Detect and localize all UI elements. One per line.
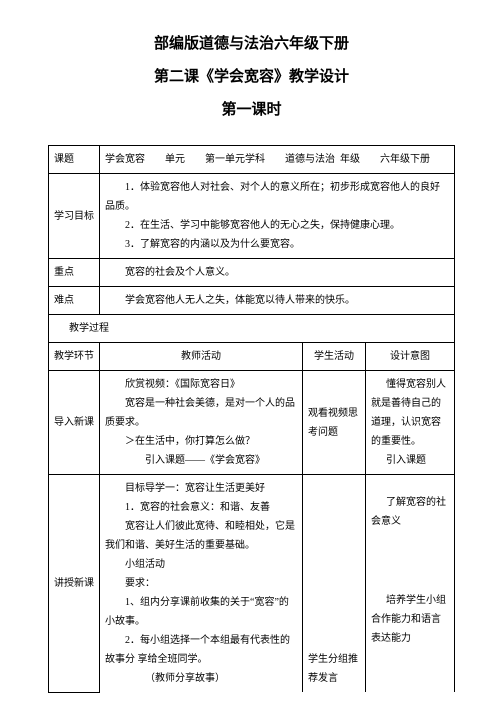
teach-t8: （教师分享故事）	[105, 669, 297, 688]
title-line-3: 第一课时	[48, 94, 455, 127]
title-block: 部编版道德与法治六年级下册 第二课《学会宽容》教学设计 第一课时	[48, 28, 455, 127]
info-cell: 学会宽容 单元 第一单元学科 道德与法治 年级 六年级下册	[100, 146, 455, 174]
teach-t3: 宽容让人们彼此宽待、和睦相处，它是我们和谐、美好生活的重要基础。	[105, 517, 297, 555]
teach-t5: 要求：	[105, 574, 297, 593]
process-label: 教学过程	[49, 315, 455, 343]
teach-row: 讲授新课 目标导学一：宽容让生活更美好 1．宽容的社会意义：和谐、友善 宽容让人…	[49, 475, 455, 693]
intro-segment: 导入新课	[49, 371, 100, 475]
objective-3: 3．了解宽容的内涵以及为什么要宽容。	[105, 235, 449, 254]
document-page: 部编版道德与法治六年级下册 第二课《学会宽容》教学设计 第一课时 课题 学会宽容…	[0, 0, 503, 713]
topic-label: 课题	[49, 146, 100, 174]
intro-design-1: 懂得宽容别人就是善待自己的道理，认识宽容的重要性。	[371, 375, 449, 451]
subject-value: 道德与法治	[285, 154, 335, 165]
teach-t1: 目标导学一：宽容让生活更美好	[105, 479, 297, 498]
objectives-label: 学习目标	[49, 174, 100, 259]
intro-student: 观看视频思考问题	[303, 371, 366, 475]
objectives-row: 学习目标 1．体验宽容他人对社会、对个人的意义所在；初步形成宽容他人的良好品质。…	[49, 174, 455, 259]
intro-teacher: 欣赏视频：《国际宽容日》 宽容是一种社会美德，是对一个人的品质要求。 ＞在生活中…	[100, 371, 303, 475]
teach-student: 学生分组推荐发言	[303, 475, 366, 693]
intro-row: 导入新课 欣赏视频：《国际宽容日》 宽容是一种社会美德，是对一个人的品质要求。 …	[49, 371, 455, 475]
col-teacher: 教师活动	[100, 343, 303, 371]
difficulty-label: 难点	[49, 287, 100, 315]
grade-label: 年级	[340, 154, 360, 165]
topic-value: 学会宽容	[105, 154, 145, 165]
unit-label: 单元	[165, 154, 185, 165]
keypoint-row: 重点 宽容的社会及个人意义。	[49, 259, 455, 287]
info-row: 课题 学会宽容 单元 第一单元学科 道德与法治 年级 六年级下册	[49, 146, 455, 174]
teach-segment: 讲授新课	[49, 475, 100, 693]
teach-t4: 小组活动	[105, 555, 297, 574]
subject-label: 学科	[245, 154, 265, 165]
intro-t2: 宽容是一种社会美德，是对一个人的品质要求。	[105, 394, 297, 432]
title-line-2: 第二课《学会宽容》教学设计	[48, 61, 455, 94]
teach-t6: 1、组内分享课前收集的关于“宽容”的小故事。	[105, 593, 297, 631]
teach-design-2: 培养学生小组合作能力和语言表达能力	[371, 591, 449, 648]
intro-t4: 引入课题——《学会宽容》	[105, 451, 297, 470]
columns-row: 教学环节 教师活动 学生活动 设计意图	[49, 343, 455, 371]
col-design: 设计意图	[366, 343, 455, 371]
process-row: 教学过程	[49, 315, 455, 343]
objectives-cell: 1．体验宽容他人对社会、对个人的意义所在；初步形成宽容他人的良好品质。 2．在生…	[100, 174, 455, 259]
teach-t7: 2．每小组选择一个本组最有代表性的故事分 享给全班同学。	[105, 631, 297, 669]
intro-t1: 欣赏视频：《国际宽容日》	[105, 375, 297, 394]
teach-teacher: 目标导学一：宽容让生活更美好 1．宽容的社会意义：和谐、友善 宽容让人们彼此宽待…	[100, 475, 303, 693]
teach-design-1: 了解宽容的社会意义	[371, 493, 449, 531]
teach-t2: 1．宽容的社会意义：和谐、友善	[105, 498, 297, 517]
col-student: 学生活动	[303, 343, 366, 371]
keypoint-label: 重点	[49, 259, 100, 287]
difficulty-row: 难点 学会宽容他人无人之失，体能宽以待人带来的快乐。	[49, 287, 455, 315]
unit-value: 第一单元	[205, 154, 245, 165]
objective-1: 1．体验宽容他人对社会、对个人的意义所在；初步形成宽容他人的良好品质。	[105, 178, 449, 216]
title-line-1: 部编版道德与法治六年级下册	[48, 28, 455, 61]
lesson-table: 课题 学会宽容 单元 第一单元学科 道德与法治 年级 六年级下册 学习目标 1．	[48, 145, 455, 693]
difficulty-text: 学会宽容他人无人之失，体能宽以待人带来的快乐。	[100, 287, 455, 315]
teach-design: 了解宽容的社会意义 培养学生小组合作能力和语言表达能力	[366, 475, 455, 693]
col-segment: 教学环节	[49, 343, 100, 371]
keypoint-text: 宽容的社会及个人意义。	[100, 259, 455, 287]
grade-value: 六年级下册	[380, 154, 430, 165]
intro-design-2: 引入课题	[371, 451, 449, 470]
intro-t3: ＞在生活中，你打算怎么做？	[105, 432, 297, 451]
intro-design: 懂得宽容别人就是善待自己的道理，认识宽容的重要性。 引入课题	[366, 371, 455, 475]
objective-2: 2．在生活、学习中能够宽容他人的无心之失，保持健康心理。	[105, 216, 449, 235]
